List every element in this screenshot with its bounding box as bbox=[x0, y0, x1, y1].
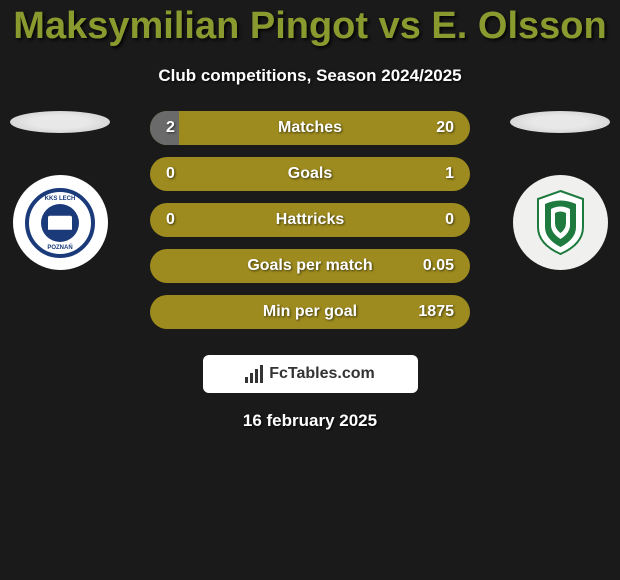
stat-value-right: 0.05 bbox=[423, 257, 454, 275]
player-left-avatar-placeholder bbox=[10, 111, 110, 133]
club-badge-left: KKS LECH POZNAŃ bbox=[13, 175, 108, 270]
stat-value-left: 2 bbox=[166, 119, 175, 137]
fctables-badge: FcTables.com bbox=[203, 355, 418, 393]
stat-value-right: 1875 bbox=[418, 303, 454, 321]
stat-value-right: 0 bbox=[445, 211, 454, 229]
stat-bar: 0 Hattricks 0 bbox=[150, 203, 470, 237]
fctables-chart-icon bbox=[245, 365, 263, 383]
stats-column: 2 Matches 20 0 Goals 1 0 Hattricks 0 Goals per ma… bbox=[130, 111, 490, 341]
page-title: Maksymilian Pingot vs E. Olsson bbox=[0, 5, 620, 48]
lechia-gdansk-logo-icon bbox=[533, 189, 588, 257]
stat-bar: 0 Goals 1 bbox=[150, 157, 470, 191]
stat-value-left: 0 bbox=[166, 211, 175, 229]
stat-label: Hattricks bbox=[276, 211, 344, 229]
fctables-text: FcTables.com bbox=[269, 365, 375, 383]
stat-label: Min per goal bbox=[263, 303, 357, 321]
lech-text-bottom: POZNAŃ bbox=[47, 245, 72, 251]
comparison-row: KKS LECH POZNAŃ 2 Matches 20 0 Goals 1 0 Hattri… bbox=[0, 111, 620, 341]
lech-poznan-logo-icon: KKS LECH POZNAŃ bbox=[25, 188, 95, 258]
stat-label: Goals bbox=[288, 165, 332, 183]
player-left-column: KKS LECH POZNAŃ bbox=[5, 111, 115, 270]
stat-bar: 2 Matches 20 bbox=[150, 111, 470, 145]
stat-label: Matches bbox=[278, 119, 342, 137]
stat-value-right: 20 bbox=[436, 119, 454, 137]
lech-text-top: KKS LECH bbox=[45, 196, 76, 202]
stat-value-left: 0 bbox=[166, 165, 175, 183]
player-right-avatar-placeholder bbox=[510, 111, 610, 133]
stat-label: Goals per match bbox=[247, 257, 372, 275]
season-subtitle: Club competitions, Season 2024/2025 bbox=[0, 66, 620, 86]
stat-bar: Min per goal 1875 bbox=[150, 295, 470, 329]
stat-bar: Goals per match 0.05 bbox=[150, 249, 470, 283]
club-badge-right bbox=[513, 175, 608, 270]
stat-value-right: 1 bbox=[445, 165, 454, 183]
player-right-column bbox=[505, 111, 615, 270]
date-text: 16 february 2025 bbox=[0, 411, 620, 431]
